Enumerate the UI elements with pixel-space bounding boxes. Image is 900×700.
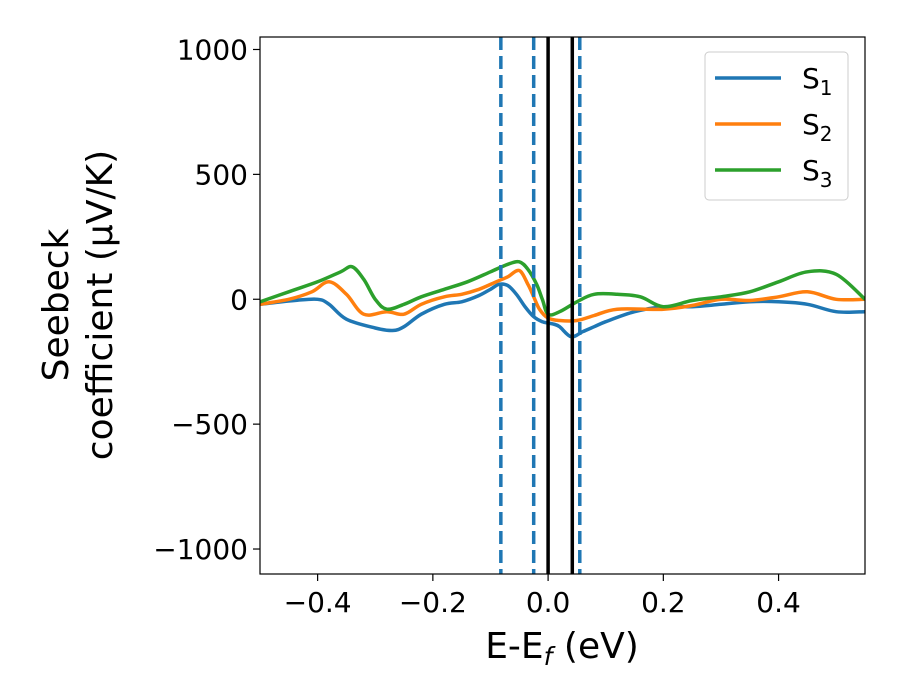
y-tick-label: 1000 [177,33,248,66]
x-tick-label: 0.4 [756,586,801,619]
x-tick-label: 0.0 [526,586,571,619]
legend-label-s3: S3 [802,154,833,192]
y-tick-label: 0 [230,283,248,316]
legend: S1 S2 S3 [704,51,849,201]
legend-box [704,51,849,201]
x-tick-label: 0.2 [641,586,686,619]
x-tick-label: −0.4 [284,586,352,619]
series-line-s3 [260,259,865,317]
y-axis-label-line2: coefficient (μV/K) [80,150,121,460]
y-tick-label: −1000 [153,533,248,566]
y-axis: 1000 500 0 −500 −1000 [153,33,260,566]
legend-label-s1: S1 [802,62,833,100]
y-axis-label-line1: Seebeck [36,228,77,381]
x-tick-label: −0.2 [399,586,467,619]
legend-label-s2: S2 [802,108,833,146]
x-axis: −0.4 −0.2 0.0 0.2 0.4 [284,574,801,619]
vline-layer [499,37,582,574]
series-line-s2 [260,268,865,323]
x-axis-label: E-Ef (eV) [485,626,639,671]
y-axis-label: Seebeck coefficient (μV/K) [36,150,121,460]
y-tick-label: −500 [171,408,248,441]
series-line-s1 [260,282,865,339]
series-layer [260,259,865,339]
y-tick-label: 500 [195,158,248,191]
plot-frame [259,36,866,575]
